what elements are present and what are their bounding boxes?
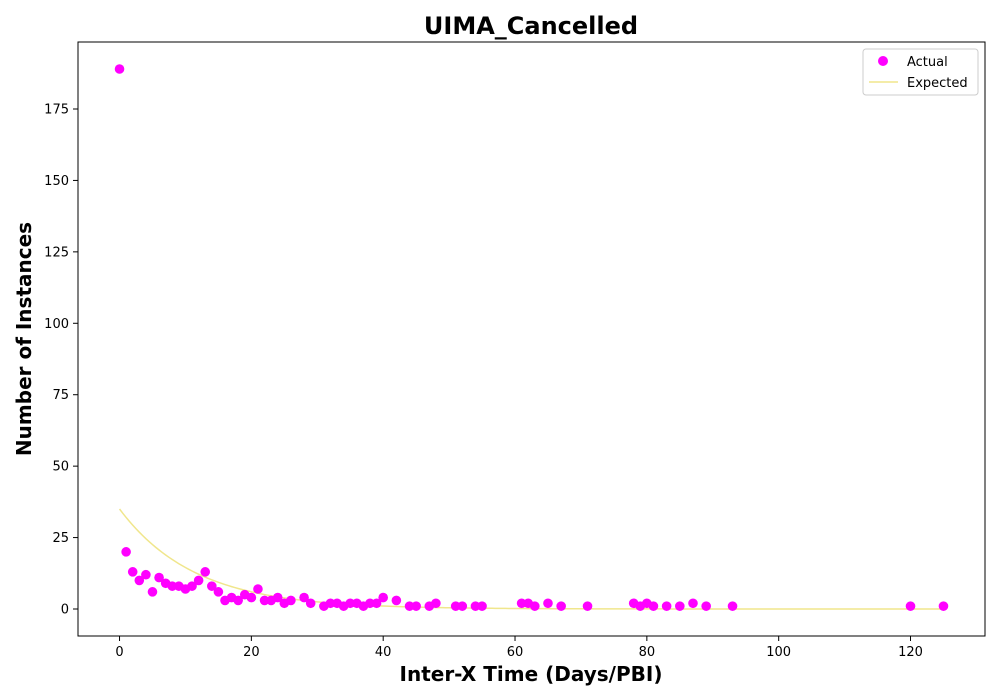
data-point-actual	[516, 598, 527, 609]
y-tick-label: 150	[44, 174, 69, 189]
data-point-actual	[114, 64, 125, 74]
data-point-actual	[147, 587, 158, 597]
data-point-actual	[530, 601, 540, 611]
data-point-actual	[905, 601, 916, 611]
data-point-actual	[259, 595, 270, 606]
legend-label-actual: Actual	[907, 55, 948, 70]
y-tick-label: 25	[52, 531, 69, 546]
x-tick-label: 80	[639, 645, 656, 660]
x-tick-label: 100	[766, 645, 791, 660]
data-point-actual	[272, 592, 283, 603]
data-point-actual	[727, 601, 738, 611]
data-point-actual	[431, 598, 441, 609]
data-point-actual	[391, 595, 402, 606]
data-point-actual	[121, 547, 131, 557]
data-point-actual	[582, 601, 593, 611]
chart-title: UIMA_Cancelled	[424, 12, 638, 40]
data-point-actual	[675, 601, 685, 611]
y-tick-label: 0	[61, 603, 69, 618]
data-point-actual	[154, 572, 164, 583]
data-point-actual	[345, 598, 356, 609]
data-point-actual	[253, 584, 263, 594]
x-tick-label: 60	[507, 645, 524, 660]
data-point-actual	[457, 601, 468, 611]
data-point-actual	[167, 581, 178, 591]
plot-area	[77, 41, 986, 637]
x-tick-label: 120	[898, 645, 923, 660]
data-point-actual	[378, 592, 388, 603]
data-point-actual	[543, 598, 553, 609]
data-point-actual	[648, 601, 659, 611]
y-tick-label: 175	[44, 103, 69, 118]
data-point-actual	[371, 598, 382, 609]
data-point-actual	[233, 595, 243, 606]
data-point-actual	[187, 581, 197, 591]
data-point-actual	[207, 581, 217, 591]
y-axis-label: Number of Instances	[12, 222, 36, 456]
data-point-actual	[450, 601, 461, 611]
data-point-actual	[325, 598, 336, 609]
data-point-actual	[477, 601, 487, 611]
data-point-actual	[286, 595, 296, 606]
data-point-actual	[661, 601, 672, 611]
data-point-actual	[134, 575, 145, 586]
data-point-actual	[365, 598, 375, 609]
data-point-actual	[404, 601, 415, 611]
y-tick-label: 75	[52, 388, 69, 403]
data-point-actual	[200, 567, 211, 577]
y-tick-label: 125	[44, 245, 69, 260]
data-point-actual	[141, 569, 151, 580]
data-point-actual	[470, 601, 481, 611]
plot-frame	[77, 41, 986, 637]
data-point-actual	[213, 587, 224, 597]
data-point-actual	[127, 567, 138, 577]
legend-marker-actual	[878, 56, 888, 66]
x-tick-label: 40	[375, 645, 392, 660]
x-axis-ticks: 0 20 40 60 80 100 120	[115, 636, 923, 660]
data-point-actual	[938, 601, 949, 611]
y-tick-label: 50	[52, 460, 69, 475]
data-point-actual	[556, 601, 566, 611]
data-point-actual	[193, 575, 204, 586]
data-point-actual	[411, 601, 421, 611]
legend: Actual Expected	[862, 48, 979, 96]
y-axis-ticks: 0 25 50 75 100 125 150 175	[44, 103, 78, 618]
legend-box	[862, 48, 979, 96]
data-point-actual	[305, 598, 316, 609]
legend-label-expected: Expected	[907, 76, 968, 91]
data-point-actual	[299, 592, 309, 603]
data-point-actual	[688, 598, 698, 609]
data-point-actual	[246, 592, 257, 603]
data-point-actual	[701, 601, 711, 611]
x-axis-label: Inter-X Time (Days/PBI)	[400, 662, 663, 686]
x-tick-label: 0	[115, 645, 123, 660]
y-tick-label: 100	[44, 317, 69, 332]
x-tick-label: 20	[243, 645, 260, 660]
